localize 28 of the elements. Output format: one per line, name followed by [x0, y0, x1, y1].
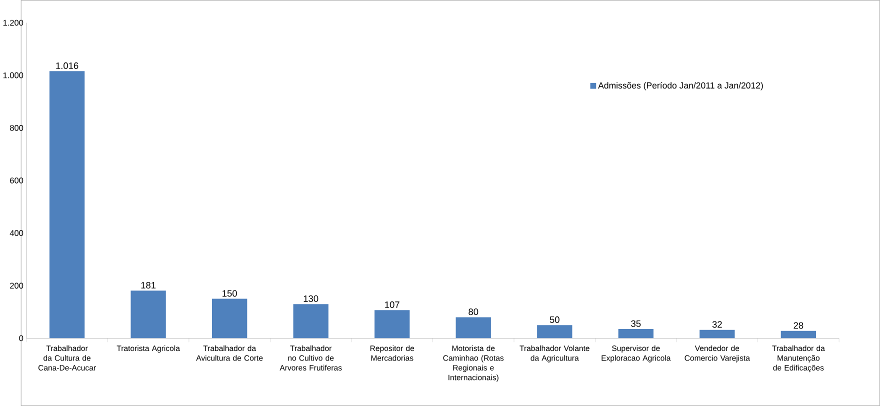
y-tick-label: 200 [10, 282, 24, 289]
legend-label: Admissões (Período Jan/2011 a Jan/2012) [598, 82, 763, 90]
y-tick-label: 1.200 [3, 20, 24, 26]
data-label: 130 [304, 295, 318, 302]
bar [537, 325, 572, 338]
data-label: 107 [385, 301, 400, 308]
data-label: 181 [141, 282, 156, 289]
y-tick-label: 0 [19, 335, 24, 342]
y-tick-label: 1.000 [3, 72, 24, 78]
data-label: 28 [794, 322, 804, 329]
bar [49, 71, 85, 338]
bar [618, 329, 654, 338]
y-tick-label: 400 [10, 230, 24, 236]
bar [700, 330, 735, 338]
bar [456, 317, 491, 338]
bar [374, 310, 410, 338]
data-label: 80 [468, 308, 478, 316]
data-label: 32 [712, 321, 722, 328]
data-label: 1.016 [56, 62, 78, 70]
bar [130, 290, 166, 338]
data-label: 50 [550, 316, 560, 323]
y-tick-label: 800 [10, 125, 24, 131]
bar [212, 298, 248, 338]
data-label: 35 [631, 320, 641, 327]
bar [780, 330, 816, 338]
data-label: 150 [222, 290, 237, 297]
y-tick-label: 600 [10, 178, 24, 184]
bar [293, 304, 328, 338]
